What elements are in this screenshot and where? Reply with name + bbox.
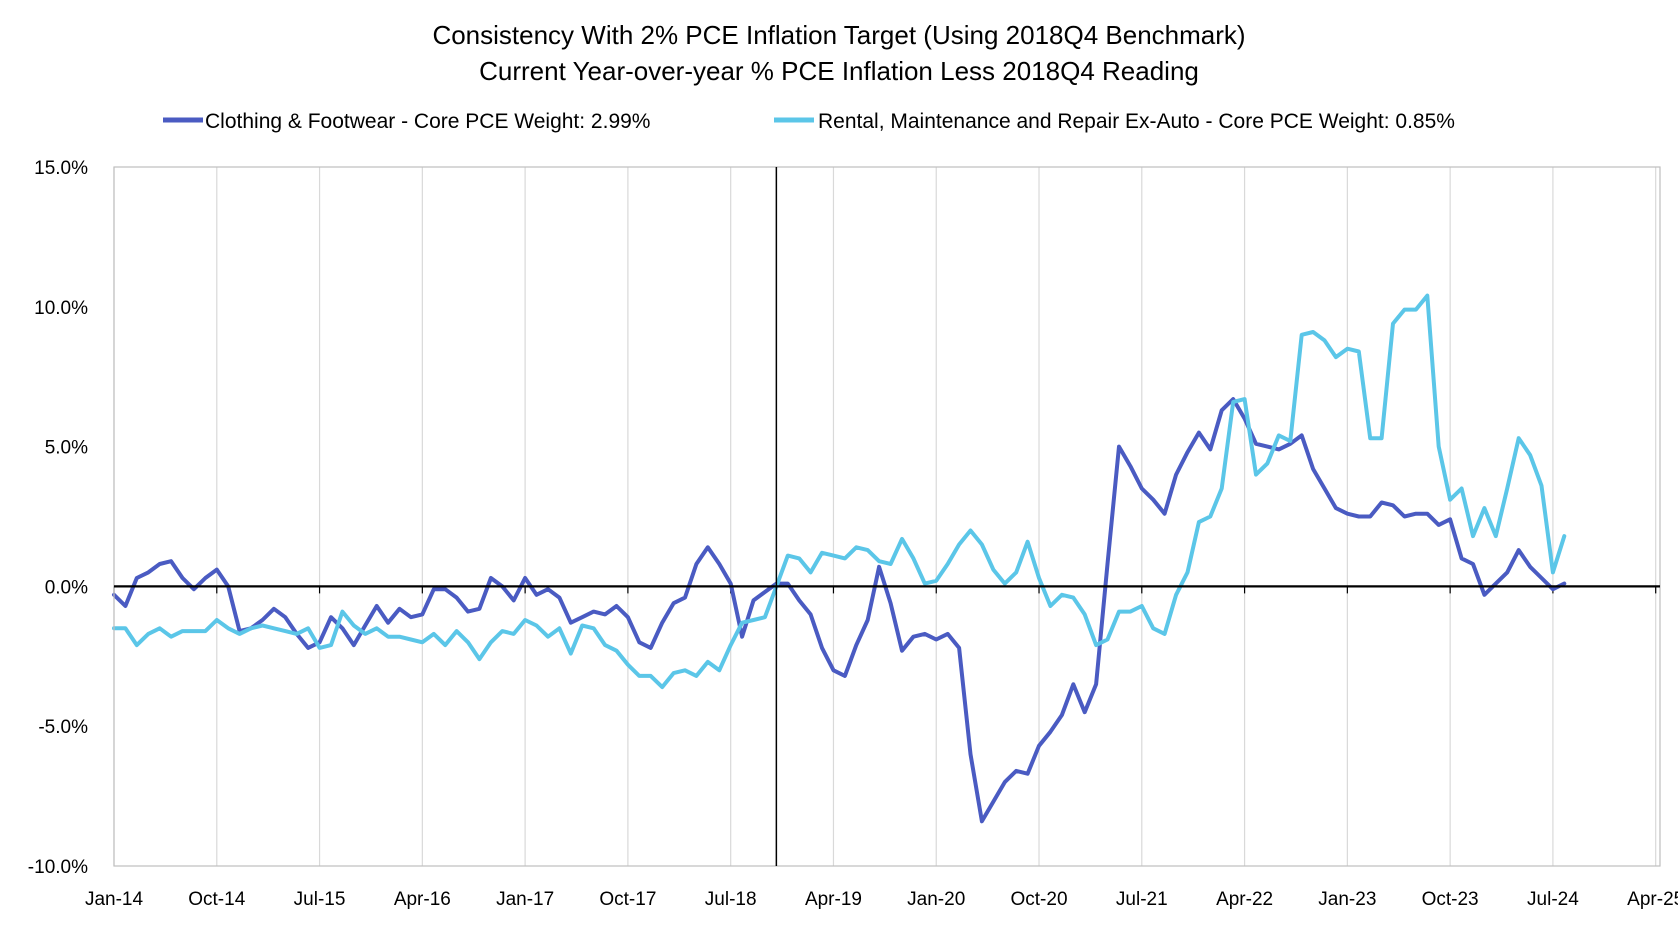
y-tick-label: 5.0% [45,438,88,459]
legend: Clothing & Footwear - Core PCE Weight: 2… [163,110,1455,133]
axes [113,166,1661,867]
x-tick-label: Oct-23 [1422,889,1479,910]
plot-border [113,166,1661,867]
chart-subtitle: Current Year-over-year % PCE Inflation L… [479,56,1199,86]
x-tick-label: Jan-17 [496,889,554,910]
x-tick-label: Jul-24 [1527,889,1579,910]
y-tick-label: -5.0% [38,717,88,738]
x-tick-label: Apr-25 [1627,889,1678,910]
x-tick-label: Apr-19 [805,889,862,910]
x-tick-label: Oct-14 [188,889,245,910]
y-axis-ticks: 15.0% 10.0% 5.0% 0.0% -5.0% -10.0% [28,158,88,878]
x-tick-label: Jul-15 [294,889,346,910]
x-tick-label: Apr-22 [1216,889,1273,910]
x-tick-label: Jul-21 [1116,889,1168,910]
y-tick-label: 10.0% [34,298,88,319]
y-tick-label: 15.0% [34,158,88,179]
series-line-rental [112,293,1567,690]
legend-label-rental: Rental, Maintenance and Repair Ex-Auto -… [818,110,1455,133]
y-tick-label: -10.0% [28,857,88,878]
series-lines [112,293,1567,824]
x-tick-label: Apr-16 [394,889,451,910]
y-tick-label: 0.0% [45,577,88,598]
x-tick-label: Jan-23 [1318,889,1376,910]
x-tick-label: Jul-18 [705,889,757,910]
legend-label-clothing: Clothing & Footwear - Core PCE Weight: 2… [205,110,650,133]
x-tick-label: Oct-17 [599,889,656,910]
series-line-clothing [112,397,1567,824]
x-tick-label: Oct-20 [1011,889,1068,910]
x-tick-label: Jan-14 [85,889,144,910]
chart-title: Consistency With 2% PCE Inflation Target… [432,20,1245,50]
x-axis-ticks: Jan-14 Oct-14 Jul-15 Apr-16 Jan-17 Oct-17 Jul-… [85,889,1678,910]
x-tick-label: Jan-20 [907,889,965,910]
